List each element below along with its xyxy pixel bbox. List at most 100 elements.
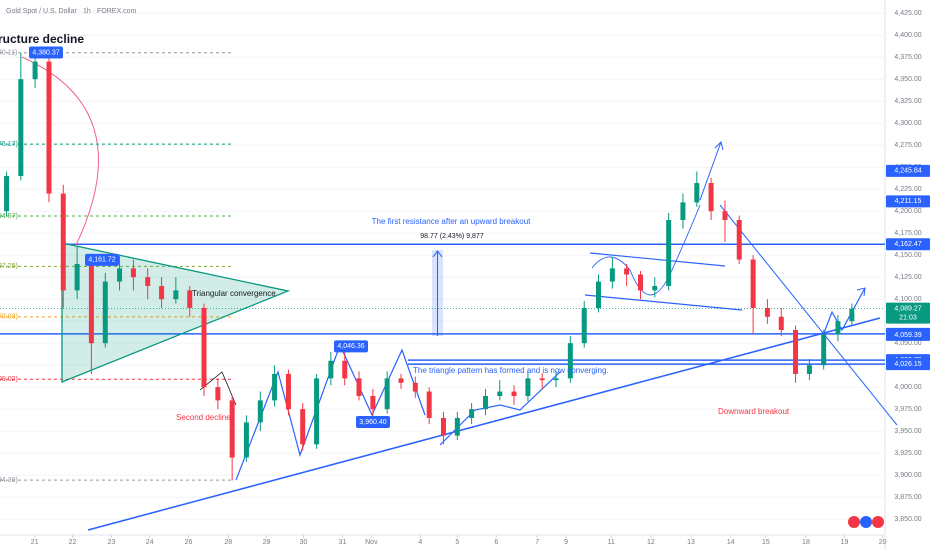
- x-tick-label: Nov: [365, 539, 378, 546]
- trendline: [87, 317, 881, 531]
- x-tick-label: 5: [455, 539, 459, 546]
- candle-body: [229, 400, 235, 458]
- measure-arrow-head: [432, 250, 443, 258]
- candle-body: [525, 378, 531, 396]
- candles: [4, 52, 855, 481]
- candle-body: [201, 307, 207, 388]
- candle-body: [835, 321, 841, 335]
- y-tick-label: 4,300.00: [894, 120, 921, 127]
- y-tick-label: 4,375.00: [894, 54, 921, 61]
- y-tick-label: 4,175.00: [894, 230, 921, 237]
- price-flag: [85, 253, 119, 266]
- price-flag-label: 3,960.40: [359, 419, 386, 426]
- candle-body: [187, 290, 193, 308]
- candle-body: [638, 274, 644, 291]
- icon[interactable]: [872, 516, 884, 528]
- candle-body: [469, 409, 475, 418]
- candle-body: [553, 378, 559, 381]
- annotation: Triangular convergence: [192, 289, 276, 298]
- price-flag-label: 4,161.72: [88, 257, 115, 264]
- x-tick-label: 28: [224, 539, 232, 546]
- y-tick-label: 4,275.00: [894, 142, 921, 149]
- axis-flag: [886, 302, 930, 324]
- candle-body: [215, 387, 221, 401]
- candle-body: [694, 183, 700, 203]
- y-tick-label: 3,850.00: [894, 516, 921, 523]
- y-tick-label: 3,900.00: [894, 472, 921, 479]
- candle-body: [117, 268, 123, 282]
- curve: [199, 371, 237, 406]
- candle-body: [567, 343, 573, 379]
- y-tick-label: 3,925.00: [894, 450, 921, 457]
- candle-body: [708, 183, 714, 212]
- candle-body: [539, 378, 545, 381]
- candle-body: [722, 211, 728, 220]
- annotation: The triangle pattern has formed and is n…: [413, 366, 609, 375]
- candle-body: [793, 329, 799, 374]
- axis-flag-label: 4,059.39: [894, 332, 921, 339]
- candle-body: [285, 373, 291, 410]
- arrow-head: [856, 287, 866, 297]
- candle-body: [497, 391, 503, 396]
- x-tick-label: 12: [647, 539, 655, 546]
- x-tick-label: 9: [564, 539, 568, 546]
- icon[interactable]: [860, 516, 872, 528]
- candle-body: [130, 268, 136, 278]
- candle-body: [609, 268, 615, 282]
- axis-flag: [886, 328, 930, 341]
- axis-flag-label: 4,089.27: [894, 305, 921, 312]
- y-tick-label: 3,950.00: [894, 428, 921, 435]
- y-tick-label: 4,050.00: [894, 340, 921, 347]
- candle-body: [764, 307, 770, 317]
- heading: ructure decline: [0, 32, 84, 46]
- candle-body: [4, 175, 10, 212]
- trendline: [719, 204, 898, 426]
- candle-body: [88, 263, 94, 344]
- x-tick-label: 23: [108, 539, 116, 546]
- candle-body: [849, 308, 855, 322]
- candle-body: [666, 219, 672, 286]
- y-tick-label: 4,350.00: [894, 76, 921, 83]
- x-tick-label: 30: [300, 539, 308, 546]
- candle-body: [60, 193, 66, 291]
- candle-body: [74, 263, 80, 291]
- arrow: [699, 141, 722, 201]
- y-tick-label: 4,225.00: [894, 186, 921, 193]
- fib-label: 76.17): [0, 141, 18, 148]
- x-tick-label: 19: [841, 539, 849, 546]
- y-tick-label: 4,100.00: [894, 296, 921, 303]
- price-flag: [29, 46, 63, 59]
- candle-body: [342, 360, 348, 379]
- fib-label: 79.93): [0, 314, 18, 321]
- candle-body: [821, 334, 827, 366]
- axis-flag-label: 4,162.47: [894, 241, 921, 248]
- annotation: 98.77 (2.43%) 9,877: [420, 233, 484, 240]
- x-tick-label: 22: [69, 539, 77, 546]
- axis-flag-label: 4,211.15: [895, 198, 922, 205]
- x-tick-label: 20: [879, 539, 887, 546]
- icon[interactable]: [848, 516, 860, 528]
- candle-body: [595, 281, 601, 308]
- x-tick-label: 15: [762, 539, 770, 546]
- fib-label: 37.25): [0, 263, 18, 270]
- candle-body: [511, 391, 517, 396]
- candle-body: [482, 395, 488, 410]
- axis-flag: [886, 238, 930, 251]
- y-tick-label: 4,150.00: [894, 252, 921, 259]
- y-tick-label: 3,875.00: [894, 494, 921, 501]
- chart-title: Gold Spot / U.S. Dollar · 1h · FOREX.com: [6, 8, 136, 15]
- candle-body: [257, 400, 263, 423]
- candle-body: [272, 373, 278, 401]
- candle-body: [243, 422, 249, 458]
- x-tick-label: 7: [535, 539, 539, 546]
- x-tick-label: 21: [31, 539, 39, 546]
- candle-body: [356, 378, 362, 396]
- fib-label: 94.57): [0, 213, 18, 220]
- candle-body: [398, 378, 404, 383]
- candle-body: [328, 360, 334, 379]
- x-tick-label: 29: [263, 539, 271, 546]
- candle-body: [102, 281, 108, 344]
- fib-label: 94.39): [0, 477, 18, 484]
- candle-body: [159, 285, 165, 300]
